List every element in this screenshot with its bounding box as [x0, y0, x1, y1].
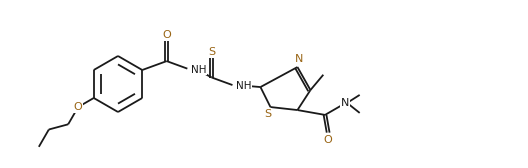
Text: N: N [295, 54, 304, 64]
Text: O: O [162, 30, 171, 40]
Text: O: O [74, 102, 82, 112]
Text: NH: NH [237, 81, 252, 91]
Text: S: S [208, 47, 215, 56]
Text: S: S [264, 109, 271, 119]
Text: NH: NH [191, 65, 207, 75]
Text: N: N [341, 98, 350, 108]
Text: O: O [324, 135, 333, 145]
